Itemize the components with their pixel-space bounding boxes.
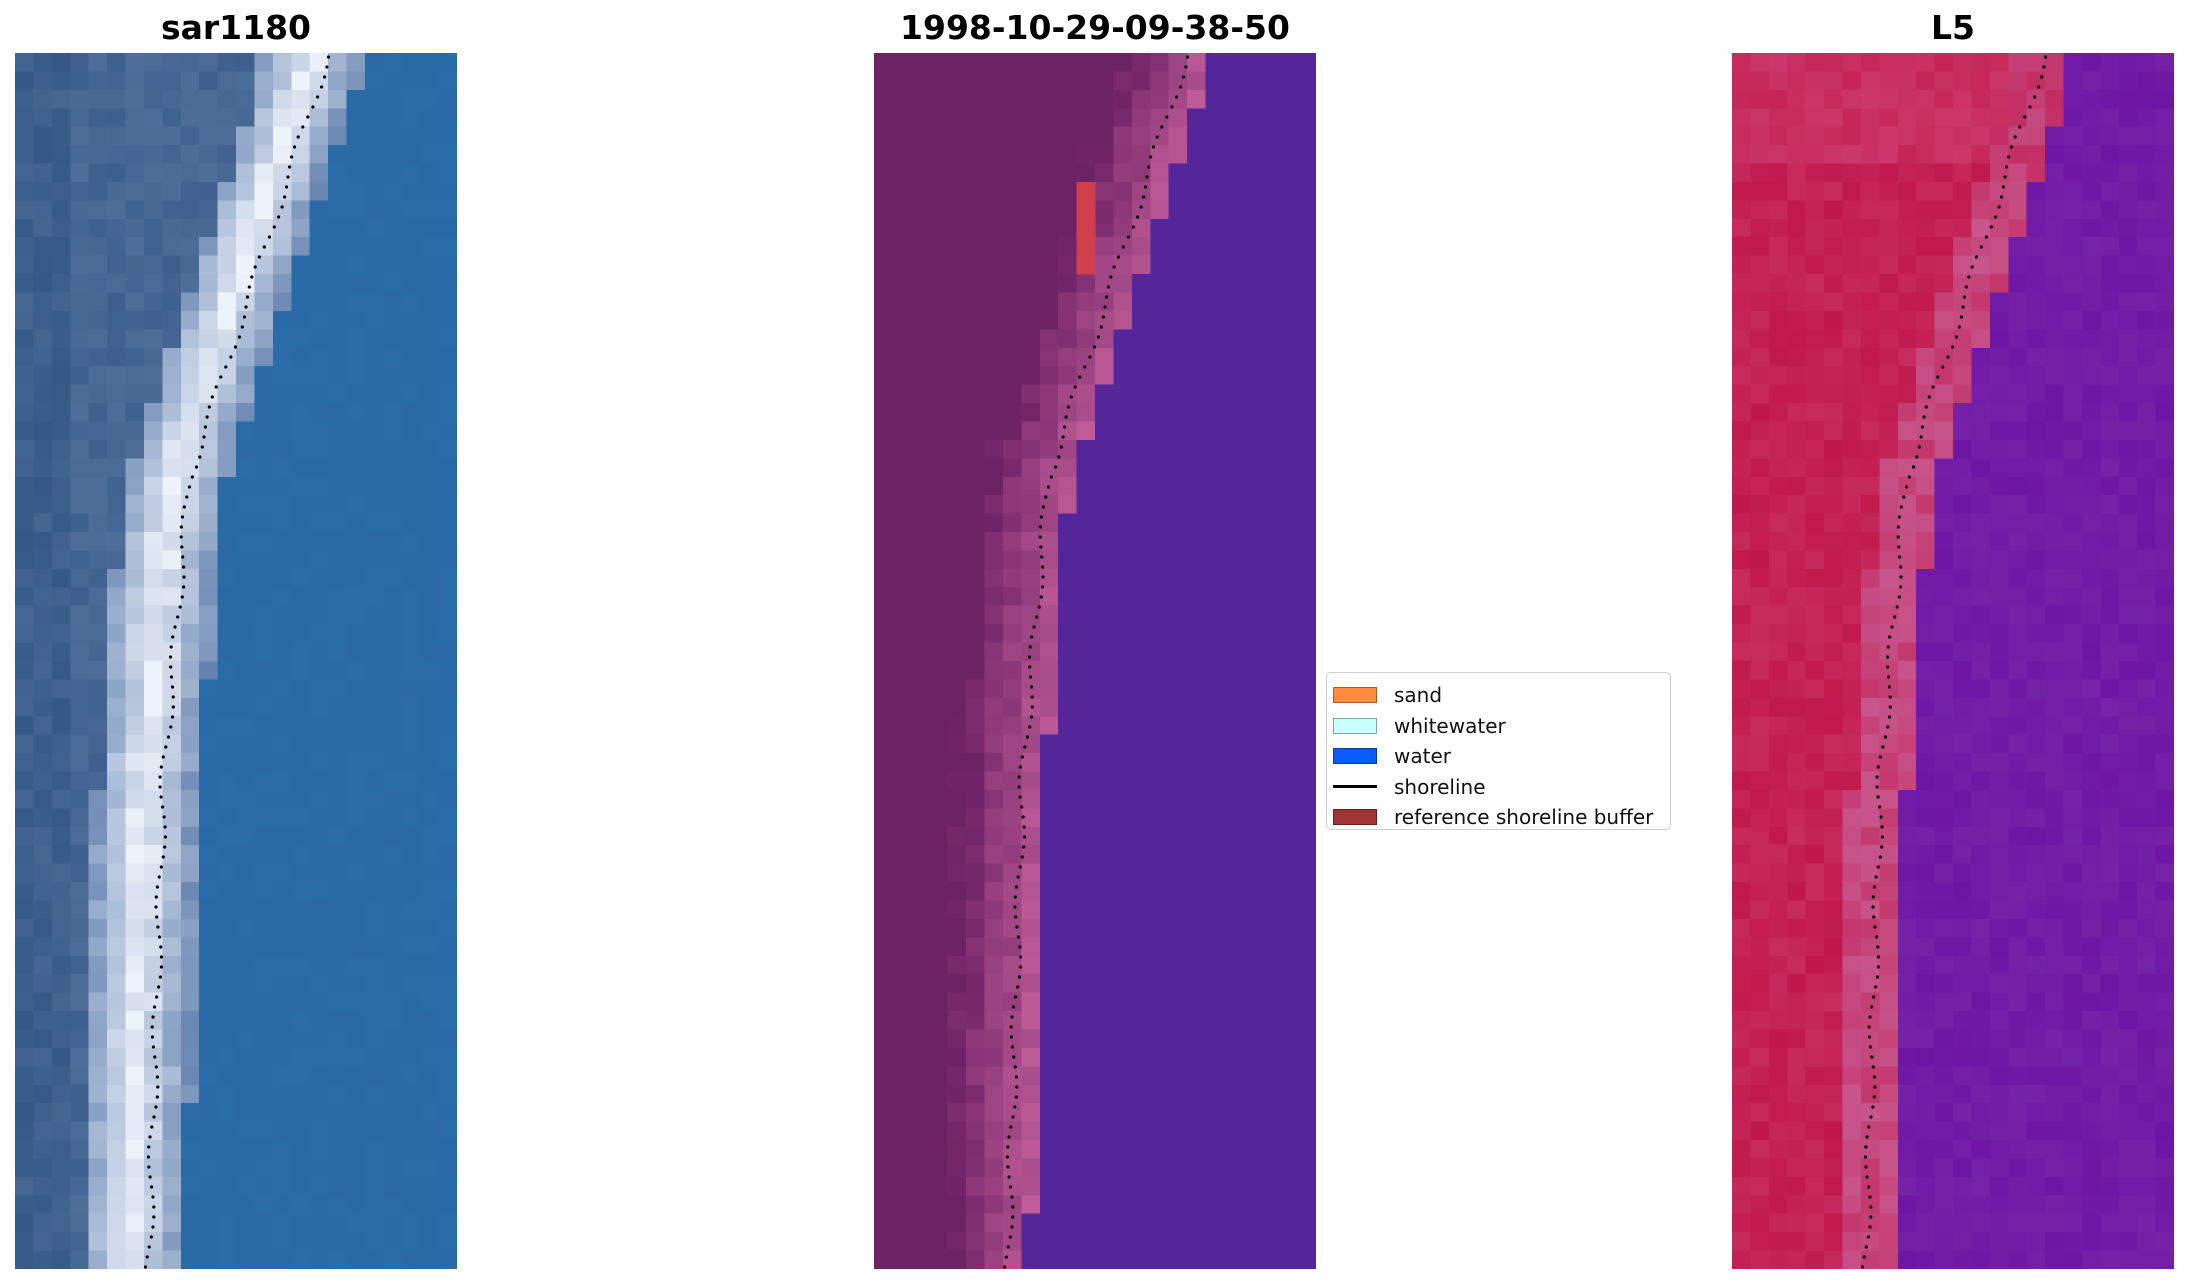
classified-image xyxy=(874,53,1316,1269)
legend: sand whitewater water shoreline referenc… xyxy=(1326,672,1671,830)
legend-label-shoreline: shoreline xyxy=(1394,774,1486,799)
legend-item-shoreline: shoreline xyxy=(1333,772,1670,803)
index-image xyxy=(1732,53,2174,1269)
panel-title-classified: 1998-10-29-09-38-50 xyxy=(900,8,1290,47)
index-image-panel xyxy=(1732,53,2174,1269)
rgb-image xyxy=(15,53,457,1269)
legend-item-reference-buffer: reference shoreline buffer xyxy=(1333,802,1670,833)
legend-label-reference-buffer: reference shoreline buffer xyxy=(1394,805,1654,830)
shoreline-dots xyxy=(143,55,331,1269)
sand-swatch xyxy=(1333,687,1377,704)
shoreline-dots xyxy=(1002,55,1190,1269)
rgb-image-panel xyxy=(15,53,457,1269)
legend-label-water: water xyxy=(1394,744,1451,769)
reference-buffer-swatch xyxy=(1333,809,1377,826)
shoreline-line-swatch xyxy=(1333,785,1377,789)
whitewater-swatch xyxy=(1333,717,1377,734)
legend-item-water: water xyxy=(1333,741,1670,772)
panel-title-index: L5 xyxy=(1931,8,1975,47)
legend-label-whitewater: whitewater xyxy=(1394,713,1506,738)
legend-item-sand: sand xyxy=(1333,680,1670,711)
panel-title-rgb: sar1180 xyxy=(160,8,312,47)
shoreline-dots xyxy=(1860,55,2048,1269)
classified-image-panel xyxy=(874,53,1316,1269)
legend-item-whitewater: whitewater xyxy=(1333,711,1670,742)
water-swatch xyxy=(1333,748,1377,765)
legend-label-sand: sand xyxy=(1394,683,1443,708)
